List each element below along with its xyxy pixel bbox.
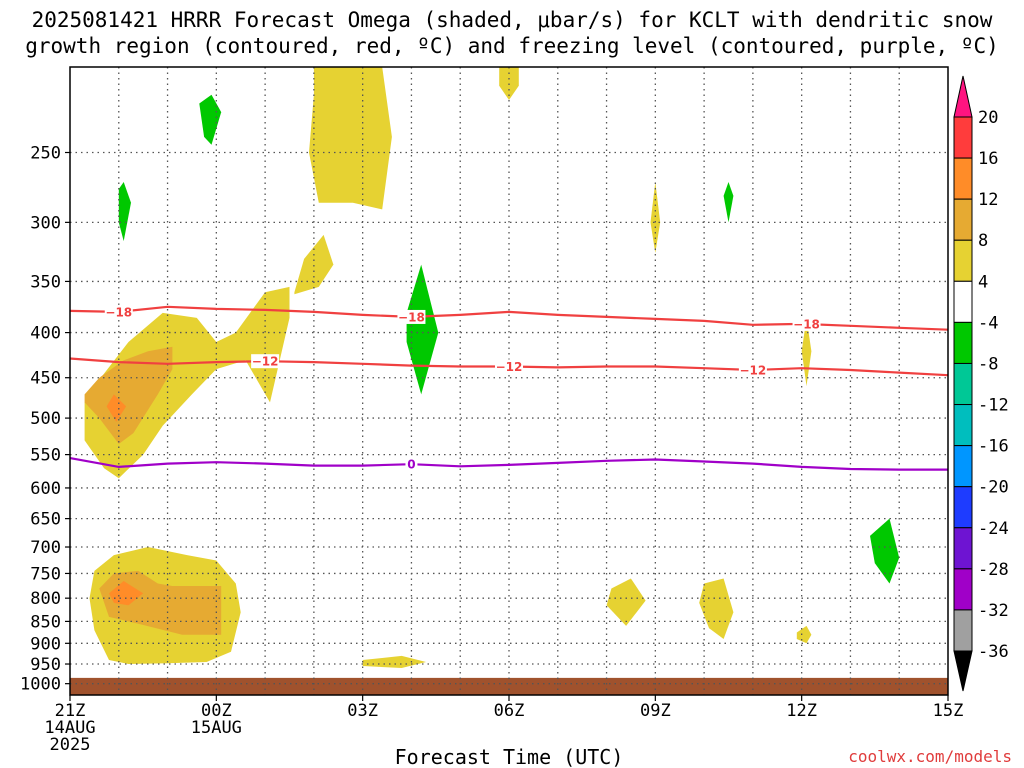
contour-label: −18 bbox=[793, 317, 820, 331]
x-tick-label: 15Z bbox=[933, 701, 964, 721]
omega-region-10 bbox=[109, 581, 144, 606]
omega-region-3 bbox=[650, 182, 661, 253]
colorbar-bin bbox=[953, 609, 973, 652]
x-tick-label: 12Z bbox=[786, 701, 817, 721]
omega-region-1 bbox=[294, 234, 334, 295]
contour-label-bg bbox=[495, 359, 523, 374]
grid-layer bbox=[70, 67, 948, 695]
colorbar-label: -20 bbox=[978, 478, 1009, 498]
omega-region-19 bbox=[870, 518, 900, 584]
contour-label: −18 bbox=[398, 310, 425, 324]
y-tick-label: 950 bbox=[30, 655, 61, 675]
y-tick-label: 700 bbox=[30, 538, 61, 558]
colorbar-label: 16 bbox=[978, 149, 998, 169]
colorbar-label: -24 bbox=[978, 519, 1009, 539]
y-tick-label: 750 bbox=[30, 564, 61, 584]
colorbar-label: -4 bbox=[978, 313, 998, 333]
x-tick-label: 15AUG bbox=[191, 718, 242, 738]
y-tick-label: 250 bbox=[30, 143, 61, 163]
colorbar: 20 16 12 8 4 -4 -8 -12 -16 -20 -24 -28 -32 -36 bbox=[953, 75, 1009, 692]
colorbar-label: -32 bbox=[978, 601, 1009, 621]
omega-region-12 bbox=[606, 578, 646, 626]
y-axis: 2503003504004505005506006507007508008509… bbox=[20, 143, 70, 695]
chart-title-line2: growth region (contoured, red, ºC) and f… bbox=[25, 34, 999, 58]
contour-label-bg bbox=[792, 316, 821, 331]
y-tick-label: 550 bbox=[30, 446, 61, 466]
colorbar-bin bbox=[953, 404, 973, 447]
y-tick-label: 1000 bbox=[20, 675, 61, 695]
y-tick-label: 600 bbox=[30, 479, 61, 499]
omega-region-18 bbox=[723, 182, 734, 223]
contour-label-bg bbox=[104, 304, 133, 319]
colorbar-bin bbox=[953, 321, 973, 364]
omega-region-14 bbox=[796, 625, 812, 644]
colorbar-bin bbox=[953, 527, 973, 570]
colorbar-bottom-arrow bbox=[953, 650, 973, 692]
ground-fill bbox=[70, 677, 948, 695]
y-tick-label: 400 bbox=[30, 324, 61, 344]
colorbar-bin bbox=[953, 568, 973, 611]
colorbar-label: 12 bbox=[978, 190, 998, 210]
x-tick-label: 2025 bbox=[50, 735, 91, 755]
colorbar-label: -28 bbox=[978, 560, 1009, 580]
colorbar-bin bbox=[953, 239, 973, 282]
colorbar-bin bbox=[953, 157, 973, 200]
y-tick-label: 800 bbox=[30, 589, 61, 609]
colorbar-label: -12 bbox=[978, 396, 1009, 416]
x-axis-label: Forecast Time (UTC) bbox=[395, 745, 624, 768]
colorbar-bin bbox=[953, 280, 973, 323]
omega-region-0 bbox=[309, 67, 392, 210]
x-tick-label: 03Z bbox=[347, 701, 378, 721]
x-tick-label: 06Z bbox=[494, 701, 525, 721]
contour-label: −12 bbox=[496, 360, 523, 374]
y-tick-label: 450 bbox=[30, 369, 61, 389]
x-tick-label: 14AUG bbox=[44, 718, 95, 738]
contour-label-bg bbox=[405, 457, 418, 472]
contour-labels: −18 −18 −18 −12 −12 −12 0 bbox=[104, 304, 821, 472]
contour-label-bg bbox=[397, 309, 426, 324]
colorbar-bin bbox=[953, 198, 973, 241]
x-tick-label: 21Z bbox=[55, 701, 86, 721]
omega-region-7 bbox=[106, 394, 127, 422]
y-tick-label: 850 bbox=[30, 612, 61, 632]
y-tick-label: 650 bbox=[30, 510, 61, 530]
contour-label-bg bbox=[738, 362, 767, 377]
x-tick-label: 09Z bbox=[640, 701, 671, 721]
omega-shading-layer bbox=[84, 67, 900, 668]
colorbar-label: -16 bbox=[978, 437, 1009, 457]
colorbar-label: 4 bbox=[978, 272, 988, 292]
omega-region-13 bbox=[699, 578, 734, 639]
contour-line bbox=[69, 457, 948, 471]
colorbar-label: -8 bbox=[978, 354, 998, 374]
y-tick-label: 500 bbox=[30, 409, 61, 429]
colorbar-bin bbox=[953, 445, 973, 488]
colorbar-bin bbox=[953, 362, 973, 406]
colorbar-bin bbox=[953, 486, 973, 529]
contour-label: 0 bbox=[407, 458, 415, 472]
omega-region-11 bbox=[362, 655, 427, 668]
credit-link[interactable]: coolwx.com/models bbox=[848, 747, 1012, 766]
omega-region-6 bbox=[84, 346, 173, 444]
colorbar-label: 8 bbox=[978, 231, 988, 251]
chart-title-line1: 2025081421 HRRR Forecast Omega (shaded, … bbox=[32, 8, 993, 32]
contour-label: −18 bbox=[105, 305, 132, 319]
y-tick-label: 350 bbox=[30, 272, 61, 292]
x-tick-label: 00Z bbox=[201, 701, 232, 721]
omega-region-5 bbox=[84, 286, 290, 479]
contour-label: −12 bbox=[252, 355, 279, 369]
colorbar-label: 20 bbox=[978, 108, 998, 128]
colorbar-top-arrow bbox=[953, 75, 973, 118]
omega-region-4 bbox=[801, 317, 812, 387]
contour-label: −12 bbox=[740, 363, 767, 377]
y-tick-label: 300 bbox=[30, 213, 61, 233]
omega-region-16 bbox=[118, 182, 131, 242]
omega-region-17 bbox=[406, 264, 439, 395]
contour-label-bg bbox=[251, 354, 280, 369]
y-tick-label: 900 bbox=[30, 634, 61, 654]
omega-region-15 bbox=[199, 94, 222, 145]
colorbar-label: -36 bbox=[978, 642, 1009, 662]
colorbar-bin bbox=[953, 116, 973, 159]
